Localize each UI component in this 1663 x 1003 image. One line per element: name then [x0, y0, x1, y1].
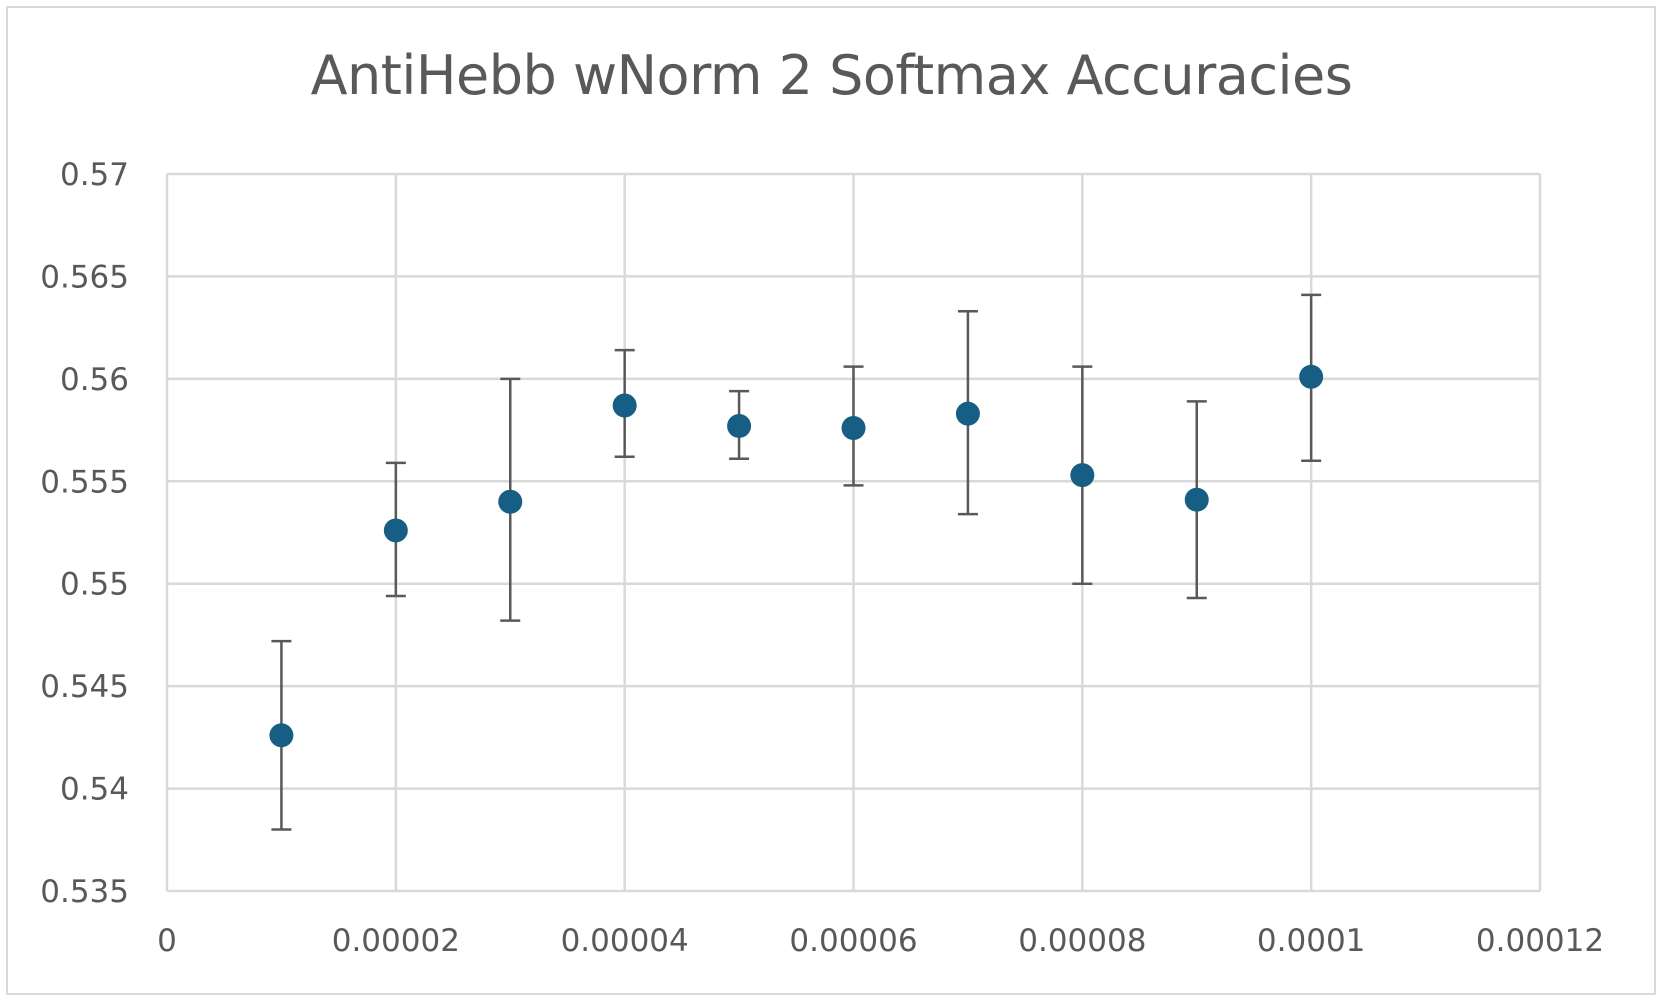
chart-title: AntiHebb wNorm 2 Softmax Accuracies — [310, 44, 1353, 107]
data-point — [612, 393, 637, 418]
data-point — [955, 401, 980, 426]
y-tick-label: 0.565 — [40, 259, 129, 295]
y-tick-label: 0.57 — [60, 157, 129, 193]
y-axis-tick-labels: 0.535 0.54 0.545 0.55 0.555 0.56 0.565 0.57 — [40, 157, 129, 910]
data-point — [1299, 364, 1324, 389]
data-point — [383, 518, 408, 543]
data-point — [1184, 487, 1209, 512]
x-axis-tick-labels: 0 0.00002 0.00004 0.00006 0.00008 0.0001 0.000… — [157, 923, 1604, 959]
x-tick-label: 0.00006 — [789, 923, 917, 959]
x-tick-label: 0.00008 — [1018, 923, 1146, 959]
x-tick-label: 0.0001 — [1257, 923, 1365, 959]
y-tick-label: 0.545 — [40, 669, 129, 705]
y-tick-label: 0.56 — [60, 362, 129, 398]
y-tick-label: 0.54 — [60, 772, 129, 808]
data-point — [498, 489, 523, 514]
data-point — [727, 413, 752, 438]
x-tick-label: 0 — [157, 923, 177, 959]
y-tick-label: 0.55 — [60, 567, 129, 603]
x-tick-label: 0.00002 — [332, 923, 460, 959]
data-point — [1070, 463, 1095, 488]
x-tick-label: 0.00004 — [561, 923, 689, 959]
data-point — [841, 416, 866, 441]
x-tick-label: 0.00012 — [1476, 923, 1604, 959]
gridlines — [165, 172, 1542, 893]
y-tick-label: 0.535 — [40, 874, 129, 910]
data-point — [269, 723, 294, 748]
error-bars — [271, 293, 1322, 831]
data-points — [269, 364, 1324, 748]
y-tick-label: 0.555 — [40, 464, 129, 500]
